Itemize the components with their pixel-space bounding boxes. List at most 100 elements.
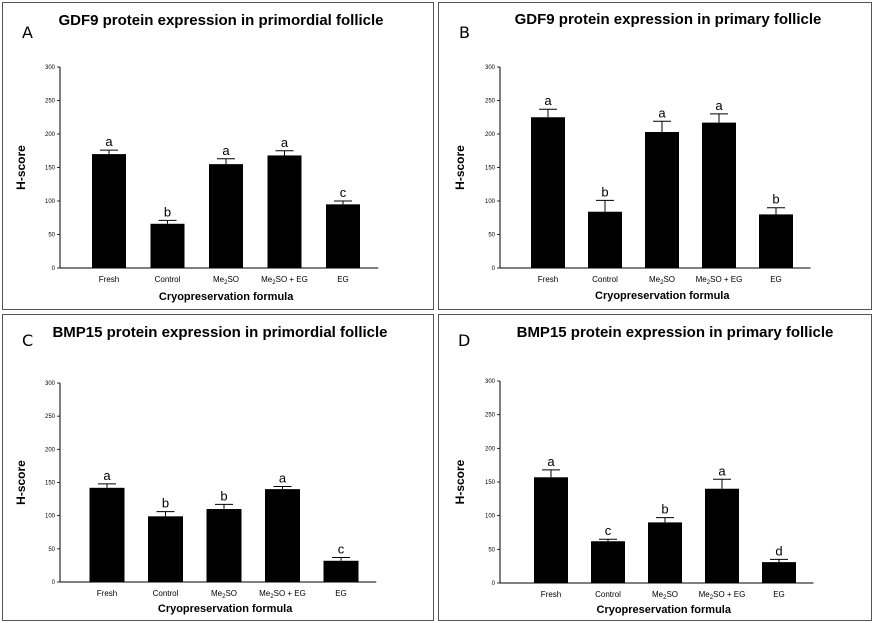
- category-label: Me2SO: [652, 590, 678, 601]
- significance-label: b: [220, 488, 227, 503]
- y-tick-label: 300: [485, 65, 496, 71]
- bar: [591, 541, 625, 583]
- significance-label: a: [105, 134, 113, 149]
- bar: [150, 223, 185, 268]
- y-tick-label: 50: [48, 233, 55, 239]
- chart-title: BMP15 protein expression in primordial f…: [52, 324, 387, 341]
- y-tick-label: 100: [45, 514, 56, 520]
- bar: [326, 204, 360, 268]
- y-tick-label: 200: [45, 132, 56, 138]
- bar: [759, 214, 793, 268]
- panel-b: B GDF9 protein expression in primary foll…: [438, 2, 872, 310]
- category-label: EG: [773, 590, 785, 599]
- significance-label: a: [547, 454, 555, 469]
- chart-title: GDF9 protein expression in primary folli…: [515, 11, 822, 28]
- bar: [323, 560, 359, 582]
- chart-title: BMP15 protein expression in primary foll…: [517, 324, 834, 341]
- y-axis-label: H-score: [14, 460, 28, 505]
- bar: [148, 516, 183, 582]
- significance-label: a: [222, 143, 230, 158]
- category-label: Me2SO + EG: [259, 589, 306, 600]
- y-axis-label: H-score: [453, 459, 467, 504]
- bar: [645, 131, 679, 268]
- category-label: Control: [155, 275, 181, 284]
- y-tick-label: 0: [52, 266, 56, 272]
- y-tick-label: 200: [485, 446, 496, 452]
- significance-label: a: [544, 93, 552, 108]
- significance-label: c: [340, 185, 347, 200]
- y-axis-label: H-score: [14, 145, 28, 190]
- bar: [267, 155, 302, 268]
- y-tick-label: 50: [48, 547, 55, 553]
- y-tick-label: 300: [45, 65, 56, 71]
- bar: [92, 154, 126, 268]
- bar: [588, 211, 622, 268]
- x-axis-label: Cryopreservation formula: [159, 291, 294, 303]
- bar: [534, 477, 568, 583]
- category-label: Me2SO: [213, 275, 239, 286]
- significance-label: a: [103, 468, 111, 483]
- panel-d: D BMP15 protein expression in primary fol…: [438, 314, 872, 621]
- x-axis-label: Cryopreservation formula: [597, 604, 732, 616]
- x-axis-label: Cryopreservation formula: [595, 290, 730, 302]
- bar: [89, 487, 125, 582]
- category-label: Fresh: [541, 590, 561, 599]
- category-label: Fresh: [99, 275, 119, 284]
- category-label: Control: [592, 275, 618, 284]
- y-tick-label: 100: [485, 514, 496, 520]
- y-tick-label: 50: [488, 547, 495, 553]
- y-tick-label: 300: [485, 379, 496, 385]
- category-label: Me2SO + EG: [699, 590, 746, 601]
- bar: [209, 164, 243, 268]
- chart-svg: A GDF9 protein expression in primordial f…: [14, 12, 384, 303]
- category-label: Me2SO + EG: [261, 275, 308, 286]
- bar: [648, 522, 682, 583]
- y-tick-label: 0: [492, 266, 496, 272]
- category-label: Control: [595, 590, 621, 599]
- significance-label: a: [281, 135, 289, 150]
- chart-svg: C BMP15 protein expression in primordial …: [14, 324, 388, 615]
- bar: [531, 117, 565, 268]
- significance-label: a: [715, 98, 723, 113]
- x-axis-label: Cryopreservation formula: [158, 603, 293, 615]
- y-tick-label: 150: [45, 166, 56, 172]
- y-tick-label: 200: [485, 132, 496, 138]
- significance-label: a: [718, 463, 726, 478]
- panel-label: B: [459, 23, 470, 42]
- y-tick-label: 250: [45, 99, 56, 105]
- significance-label: b: [661, 502, 668, 517]
- y-tick-label: 250: [485, 413, 496, 419]
- significance-label: b: [162, 496, 169, 511]
- y-tick-label: 100: [45, 199, 56, 205]
- panel-label: A: [22, 23, 33, 42]
- category-label: Me2SO: [649, 275, 675, 286]
- category-label: Fresh: [97, 589, 117, 598]
- significance-label: b: [772, 192, 779, 207]
- y-tick-label: 250: [45, 414, 56, 420]
- panel-label: C: [22, 331, 33, 350]
- y-tick-label: 150: [45, 481, 56, 487]
- y-tick-label: 50: [488, 233, 495, 239]
- chart-svg: D BMP15 protein expression in primary fol…: [453, 324, 834, 616]
- chart-svg: B GDF9 protein expression in primary foll…: [453, 11, 822, 302]
- significance-label: b: [164, 204, 171, 219]
- significance-label: d: [775, 543, 782, 558]
- category-label: Control: [153, 589, 179, 598]
- category-label: EG: [335, 589, 347, 598]
- category-label: Me2SO: [211, 589, 237, 600]
- category-label: EG: [337, 275, 349, 284]
- y-tick-label: 0: [52, 580, 56, 586]
- category-label: EG: [770, 275, 782, 284]
- significance-label: c: [338, 541, 345, 556]
- panel-label: D: [458, 331, 470, 350]
- panel-c: C BMP15 protein expression in primordial …: [2, 314, 434, 621]
- chart-title: GDF9 protein expression in primordial fo…: [58, 12, 383, 29]
- significance-label: b: [601, 184, 608, 199]
- significance-label: c: [605, 523, 612, 538]
- bar: [705, 488, 739, 583]
- y-tick-label: 150: [485, 166, 496, 172]
- y-tick-label: 0: [492, 581, 496, 587]
- y-tick-label: 100: [485, 199, 496, 205]
- y-tick-label: 200: [45, 447, 56, 453]
- y-tick-label: 300: [45, 381, 56, 387]
